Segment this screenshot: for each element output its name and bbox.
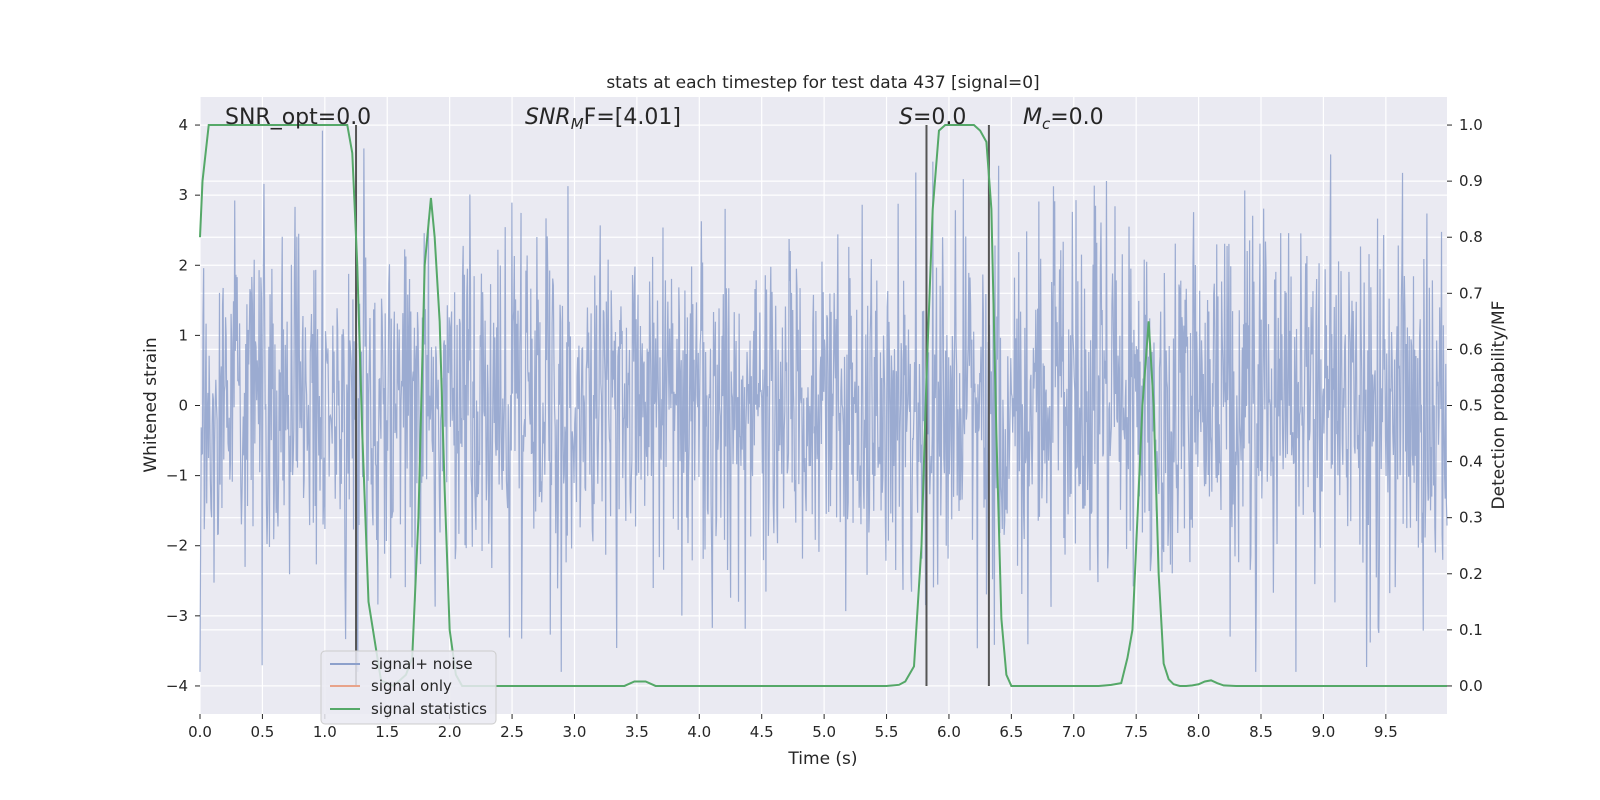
legend: signal+ noise signal only signal statist… — [320, 650, 497, 725]
right-y-tick-label: 0.5 — [1459, 397, 1483, 415]
statistics-series-signal-statistics — [199, 124, 1447, 688]
right-y-tick-label: 0.1 — [1459, 621, 1483, 639]
x-tick-label: 4.0 — [687, 723, 711, 741]
left-y-tick-label: −2 — [166, 537, 188, 555]
right-y-axis-label: Detection probability/MF — [1489, 301, 1509, 510]
x-tick-label: 0.0 — [188, 723, 212, 741]
left-y-tick-label: −4 — [166, 677, 188, 695]
right-y-tick-label: 0.9 — [1459, 172, 1483, 190]
right-y-tick-label: 0.2 — [1459, 565, 1483, 583]
left-y-axis-label: Whitened strain — [141, 337, 161, 472]
right-y-axis-ticks: 0.0 0.1 0.2 0.3 0.4 0.5 0.6 0.7 0.8 0.9 1.0 — [1447, 116, 1483, 695]
x-tick-label: 7.5 — [1124, 723, 1148, 741]
x-tick-label: 6.0 — [937, 723, 961, 741]
x-tick-label: 4.5 — [750, 723, 774, 741]
legend-label-signal-only: signal only — [371, 677, 452, 695]
right-y-tick-label: 0.0 — [1459, 677, 1483, 695]
right-y-tick-label: 0.7 — [1459, 284, 1483, 302]
x-tick-label: 1.0 — [313, 723, 337, 741]
x-tick-label: 5.0 — [812, 723, 836, 741]
legend-label-signal-plus-noise: signal+ noise — [371, 655, 473, 673]
x-tick-label: 9.5 — [1374, 723, 1398, 741]
x-tick-label: 8.0 — [1187, 723, 1211, 741]
x-tick-label: 8.5 — [1249, 723, 1273, 741]
annotation-snr-mf: SNRMF=[4.01] — [525, 105, 681, 133]
x-tick-label: 2.5 — [500, 723, 524, 741]
statistics-line — [199, 124, 1447, 688]
annotation-s: S=0.0 — [899, 105, 966, 130]
x-tick-label: 1.5 — [375, 723, 399, 741]
right-y-tick-label: 0.3 — [1459, 509, 1483, 527]
left-y-tick-label: 3 — [178, 186, 188, 204]
left-y-axis-ticks: −4 −3 −2 −1 0 1 2 3 4 — [166, 116, 200, 695]
annotation-mc: Mc=0.0 — [1023, 105, 1104, 133]
right-y-tick-label: 0.6 — [1459, 340, 1483, 358]
noise-series-signal-plus-noise — [199, 130, 1448, 672]
x-tick-label: 6.5 — [999, 723, 1023, 741]
x-axis-ticks: 0.0 0.5 1.0 1.5 2.0 2.5 3.0 3.5 4.0 4.5 5.0 5.5 6.0 6… — [188, 714, 1398, 741]
x-tick-label: 3.0 — [563, 723, 587, 741]
legend-label-signal-statistics: signal statistics — [371, 700, 487, 718]
x-tick-label: 5.5 — [875, 723, 899, 741]
right-y-tick-label: 1.0 — [1459, 116, 1483, 134]
left-y-tick-label: −3 — [166, 607, 188, 625]
noise-line — [199, 130, 1448, 672]
annotation-snr-opt: SNR_opt=0.0 — [225, 105, 371, 130]
x-tick-label: 2.0 — [438, 723, 462, 741]
right-y-tick-label: 0.4 — [1459, 453, 1483, 471]
x-tick-label: 0.5 — [250, 723, 274, 741]
right-y-tick-label: 0.8 — [1459, 228, 1483, 246]
x-axis-label: Time (s) — [787, 749, 857, 769]
x-tick-label: 7.0 — [1062, 723, 1086, 741]
left-y-tick-label: 1 — [178, 326, 188, 344]
left-y-tick-label: −1 — [166, 467, 188, 485]
legend-box — [320, 650, 497, 725]
x-tick-label: 3.5 — [625, 723, 649, 741]
chart-title: stats at each timestep for test data 437… — [606, 73, 1039, 93]
left-y-tick-label: 4 — [178, 116, 188, 134]
left-y-tick-label: 2 — [178, 256, 188, 274]
x-tick-label: 9.0 — [1311, 723, 1335, 741]
left-y-tick-label: 0 — [178, 397, 188, 415]
